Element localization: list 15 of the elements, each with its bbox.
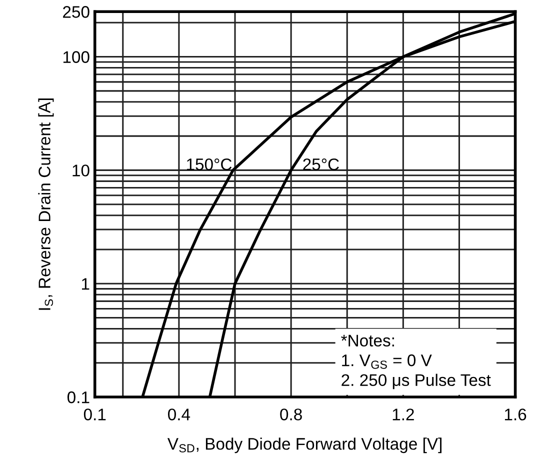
y-tick-label: 100 (63, 51, 90, 63)
y-axis-title: I$_{S}$, Reverse Drain Current [A] (38, 98, 54, 310)
y-tick-label: 250 (63, 6, 90, 18)
series-label: 150°C (187, 158, 232, 170)
y-tick-label: 1 (82, 278, 90, 290)
x-tick-label: 1.6 (504, 408, 526, 420)
x-tick-label: 1.2 (392, 408, 414, 420)
series-label: 25°C (303, 158, 339, 170)
annotation: *Notes: 1. V$_{GS}$ = 0 V 2. 250 μs Pulse Test (341, 334, 491, 390)
y-tick-label: 0.1 (67, 391, 90, 404)
y-tick-label: 10 (72, 164, 90, 176)
x-tick-label: 0.4 (168, 408, 190, 420)
x-tick-label: 0.8 (280, 408, 302, 420)
x-tick-label: 0.1 (84, 408, 106, 420)
x-axis-title: V$_{SD}$, Body Diode Forward Voltage [V] (167, 438, 442, 454)
